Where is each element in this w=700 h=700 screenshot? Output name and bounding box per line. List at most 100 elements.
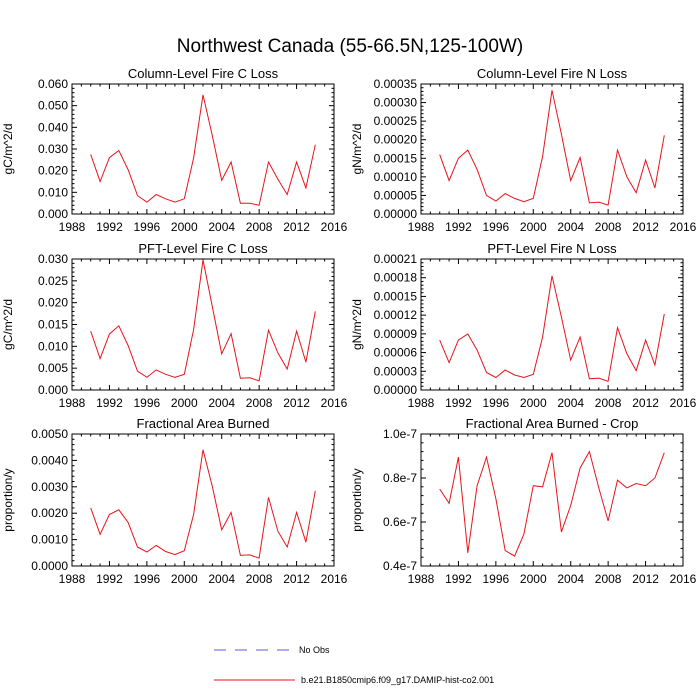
x-tick-label: 2004 xyxy=(208,220,235,234)
x-tick-label: 1992 xyxy=(445,396,472,410)
x-tick-label: 2000 xyxy=(171,396,198,410)
y-tick-label: 0.00020 xyxy=(374,133,418,147)
x-tick-label: 1992 xyxy=(96,220,123,234)
y-tick-label: 0.020 xyxy=(38,296,68,310)
y-tick-label: 0.00006 xyxy=(374,346,418,360)
series-line xyxy=(90,259,316,382)
x-tick-label: 2016 xyxy=(670,220,697,234)
series-line xyxy=(439,450,665,557)
x-tick-label: 1996 xyxy=(134,396,161,410)
x-tick-label: 2004 xyxy=(208,396,235,410)
panel-pft-fire-n-loss: PFT-Level Fire N Loss gN/m^2/d 1988 1992 199… xyxy=(350,241,697,410)
y-tick-label: 0.6e-7 xyxy=(383,515,417,529)
series-line xyxy=(439,275,665,382)
x-tick-label: 2016 xyxy=(321,220,348,234)
y-tick-label: 0.00012 xyxy=(374,308,418,322)
x-tick-label: 1992 xyxy=(445,220,472,234)
y-tick-label: 0.005 xyxy=(38,361,68,375)
x-tick-label: 1988 xyxy=(59,396,86,410)
y-tick-label: 0.000 xyxy=(38,383,68,397)
y-tick-label: 0.00015 xyxy=(374,151,418,165)
x-tick-label: 2016 xyxy=(670,572,697,586)
y-tick-label: 0.00018 xyxy=(374,271,418,285)
y-tick-label: 0.00009 xyxy=(374,327,418,341)
y-tick-label: 0.030 xyxy=(38,252,68,266)
x-tick-label: 1992 xyxy=(96,572,123,586)
y-tick-label: 0.015 xyxy=(38,318,68,332)
x-tick-label: 2016 xyxy=(321,396,348,410)
y-tick-label: 0.00030 xyxy=(374,96,418,110)
x-tick-label: 2008 xyxy=(246,572,273,586)
y-tick-label: 0.4e-7 xyxy=(383,559,417,573)
y-tick-label: 0.010 xyxy=(38,185,68,199)
x-tick-label: 2016 xyxy=(321,572,348,586)
series-line xyxy=(439,90,665,206)
y-tick-label: 0.00015 xyxy=(374,289,418,303)
x-tick-label: 1996 xyxy=(134,572,161,586)
x-tick-label: 2004 xyxy=(557,220,584,234)
x-tick-label: 2000 xyxy=(171,572,198,586)
x-tick-label: 2000 xyxy=(520,396,547,410)
y-axis-label: gN/m^2/d xyxy=(350,299,364,350)
x-tick-label: 2012 xyxy=(632,572,659,586)
y-tick-label: 0.020 xyxy=(38,164,68,178)
panel-title: Column-Level Fire C Loss xyxy=(128,66,279,81)
x-tick-label: 2012 xyxy=(632,396,659,410)
legend-model-label: b.e21.B1850cmip6.f09_g17.DAMIP-hist-co2.… xyxy=(301,675,494,685)
series-line xyxy=(90,449,316,559)
y-tick-label: 0.0020 xyxy=(31,506,68,520)
y-tick-label: 0.00035 xyxy=(374,77,418,91)
panel-pft-fire-c-loss: PFT-Level Fire C Loss gC/m^2/d 1988 1992 199… xyxy=(1,241,348,410)
x-tick-label: 2008 xyxy=(246,220,273,234)
x-tick-label: 1996 xyxy=(483,220,510,234)
y-tick-label: 0.060 xyxy=(38,77,68,91)
legend-no-obs-label: No Obs xyxy=(299,645,330,655)
panel-title: PFT-Level Fire C Loss xyxy=(138,241,268,256)
y-tick-label: 0.00025 xyxy=(374,114,418,128)
panel-title: Fractional Area Burned - Crop xyxy=(466,416,639,431)
y-axis-label: proportion/y xyxy=(350,468,364,531)
x-tick-label: 2008 xyxy=(595,396,622,410)
y-tick-label: 0.050 xyxy=(38,99,68,113)
x-tick-label: 1988 xyxy=(408,572,435,586)
y-tick-label: 0.00000 xyxy=(374,383,418,397)
y-tick-label: 0.010 xyxy=(38,339,68,353)
y-tick-label: 0.0010 xyxy=(31,533,68,547)
y-axis-label: gN/m^2/d xyxy=(350,124,364,175)
y-tick-label: 0.00003 xyxy=(374,364,418,378)
x-tick-label: 1988 xyxy=(408,220,435,234)
x-tick-label: 1992 xyxy=(96,396,123,410)
x-tick-label: 1988 xyxy=(408,396,435,410)
y-tick-label: 0.00005 xyxy=(374,188,418,202)
panel-fractional-area-burned: Fractional Area Burned proportion/y 1988 19… xyxy=(1,416,348,586)
x-tick-label: 2000 xyxy=(171,220,198,234)
x-tick-label: 2004 xyxy=(557,572,584,586)
y-tick-label: 0.8e-7 xyxy=(383,471,417,485)
y-axis-label: proportion/y xyxy=(1,468,15,531)
x-tick-label: 2016 xyxy=(670,396,697,410)
panel-title: Fractional Area Burned xyxy=(137,416,270,431)
figure-title: Northwest Canada (55-66.5N,125-100W) xyxy=(177,36,523,57)
x-tick-label: 1992 xyxy=(445,572,472,586)
x-tick-label: 1996 xyxy=(134,220,161,234)
panel-column-fire-c-loss: Column-Level Fire C Loss gC/m^2/d 1988 1992… xyxy=(1,66,348,234)
y-tick-label: 0.00000 xyxy=(374,207,418,221)
panel-column-fire-n-loss: Column-Level Fire N Loss gN/m^2/d 1988 1992… xyxy=(350,66,697,234)
y-tick-label: 0.025 xyxy=(38,274,68,288)
x-tick-label: 1988 xyxy=(59,572,86,586)
y-tick-label: 0.0000 xyxy=(31,559,68,573)
y-axis-label: gC/m^2/d xyxy=(1,124,15,175)
y-tick-label: 0.040 xyxy=(38,120,68,134)
x-tick-label: 1996 xyxy=(483,396,510,410)
y-axis-label: gC/m^2/d xyxy=(1,299,15,350)
legend: No Obs b.e21.B1850cmip6.f09_g17.DAMIP-hi… xyxy=(214,645,494,685)
x-tick-label: 1996 xyxy=(483,572,510,586)
y-tick-label: 0.000 xyxy=(38,207,68,221)
panel-title: Column-Level Fire N Loss xyxy=(477,66,628,81)
y-tick-label: 0.0030 xyxy=(31,480,68,494)
y-tick-label: 1.0e-7 xyxy=(383,427,417,441)
x-tick-label: 2012 xyxy=(283,396,310,410)
panel-fractional-area-burned-crop: Fractional Area Burned - Crop proportion/… xyxy=(350,416,697,586)
panel-title: PFT-Level Fire N Loss xyxy=(487,241,617,256)
